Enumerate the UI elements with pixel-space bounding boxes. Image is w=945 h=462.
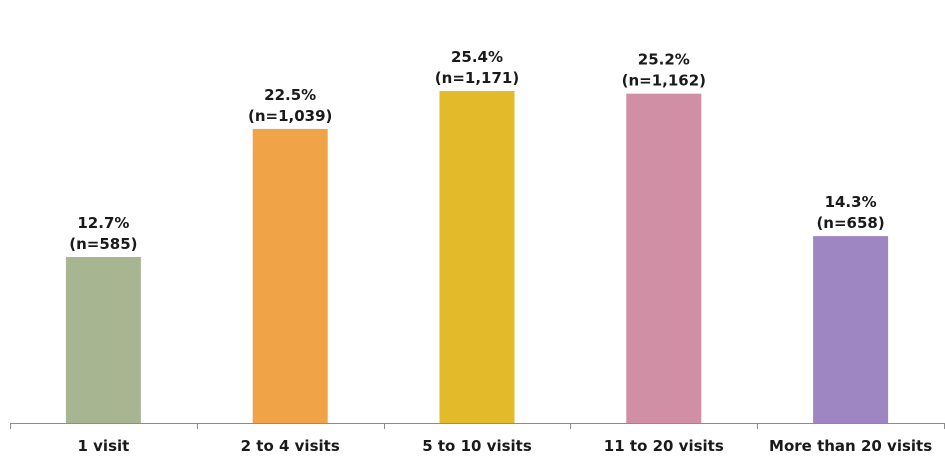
category-label: More than 20 visits	[769, 437, 932, 455]
data-label-count: (n=1,171)	[435, 69, 519, 87]
data-label-percent: 25.4%	[451, 48, 503, 66]
data-label-count: (n=658)	[816, 214, 884, 232]
category-label: 1 visit	[77, 437, 129, 455]
data-label-percent: 25.2%	[638, 51, 690, 69]
bar-2-to-4-visits	[252, 128, 328, 423]
bar-1-visit	[65, 257, 141, 423]
data-label-count: (n=585)	[69, 235, 137, 253]
bar-more-than-20-visits	[813, 236, 889, 423]
data-labels-layer: 12.7% (n=585) 22.5% (n=1,039) 25.4% (n=1,171)…	[69, 48, 884, 253]
category-label: 5 to 10 visits	[422, 437, 532, 455]
data-label-count: (n=1,162)	[622, 72, 706, 90]
category-label: 2 to 4 visits	[241, 437, 340, 455]
category-label: 11 to 20 visits	[604, 437, 724, 455]
bar-11-to-20-visits	[626, 93, 702, 423]
data-label-percent: 14.3%	[825, 193, 877, 211]
data-label-count: (n=1,039)	[248, 107, 332, 125]
data-label-percent: 22.5%	[264, 86, 316, 104]
category-labels-layer: 1 visit 2 to 4 visits 5 to 10 visits 11 to …	[77, 437, 932, 455]
data-label-percent: 12.7%	[77, 214, 129, 232]
bar-5-to-10-visits	[439, 91, 515, 423]
bars-layer	[65, 91, 889, 423]
